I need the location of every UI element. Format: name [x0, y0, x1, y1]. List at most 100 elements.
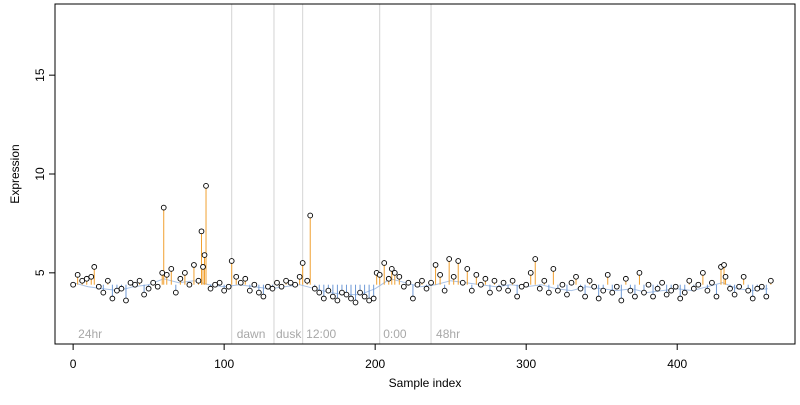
data-point	[496, 285, 502, 292]
data-point	[419, 277, 425, 284]
data-point	[274, 279, 280, 286]
data-point	[482, 275, 489, 282]
data-point	[330, 293, 336, 300]
data-point	[278, 283, 285, 290]
data-point	[123, 297, 129, 304]
data-point	[613, 283, 620, 290]
section-label-4: 0:00	[383, 327, 407, 341]
data-point	[168, 266, 175, 272]
data-point	[216, 279, 223, 286]
data-point	[265, 283, 271, 290]
data-point	[627, 287, 634, 294]
data-point	[668, 287, 675, 294]
data-point	[79, 277, 86, 284]
data-point	[366, 297, 372, 304]
data-point	[307, 212, 314, 219]
data-point	[423, 285, 430, 292]
data-point	[550, 266, 557, 272]
data-point	[325, 287, 332, 294]
data-point	[159, 269, 166, 276]
data-point	[677, 295, 684, 302]
data-point	[609, 289, 616, 296]
data-point	[586, 277, 593, 284]
data-point	[532, 256, 539, 262]
data-point	[681, 289, 688, 296]
data-point	[478, 281, 484, 288]
data-point	[260, 293, 267, 300]
data-point	[177, 275, 184, 282]
data-point	[74, 271, 81, 278]
section-label-2: dusk	[276, 327, 302, 341]
data-point	[731, 291, 738, 298]
y-tick-label: 5	[33, 269, 47, 276]
data-point	[370, 295, 377, 302]
data-point	[141, 291, 147, 298]
data-point	[618, 297, 625, 304]
data-point	[396, 273, 403, 280]
data-point	[527, 269, 534, 276]
data-point	[203, 183, 209, 189]
data-point	[432, 262, 439, 268]
data-point	[727, 285, 733, 292]
data-point	[767, 277, 774, 284]
data-point	[709, 279, 715, 286]
data-point	[428, 279, 434, 286]
data-point	[414, 281, 421, 288]
data-point	[381, 260, 388, 266]
data-point	[700, 269, 706, 276]
data-point	[182, 269, 188, 276]
data-point	[233, 273, 240, 280]
data-point	[237, 279, 244, 286]
section-label-3: 12:00	[306, 327, 336, 341]
data-point	[385, 275, 392, 282]
data-point	[536, 285, 543, 292]
data-point	[636, 269, 643, 276]
data-point	[343, 291, 350, 298]
data-point	[201, 252, 208, 258]
data-point	[491, 277, 498, 284]
data-point	[221, 287, 227, 294]
section-label-5: 48hr	[436, 327, 460, 341]
data-point	[473, 271, 480, 278]
data-point	[487, 289, 493, 296]
data-point	[763, 293, 770, 300]
data-point	[721, 262, 727, 268]
data-point	[672, 283, 679, 290]
data-point	[136, 277, 143, 284]
y-axis-label: Expression	[8, 144, 22, 203]
data-point	[207, 285, 214, 292]
data-point	[242, 275, 249, 282]
data-point	[446, 256, 453, 262]
data-point	[339, 289, 345, 296]
data-point	[659, 279, 665, 286]
data-point	[736, 283, 742, 290]
data-point	[132, 281, 138, 288]
data-point	[564, 291, 570, 298]
data-point	[568, 279, 575, 286]
data-point	[292, 281, 298, 288]
data-point	[686, 277, 693, 284]
x-tick-label: 100	[214, 357, 234, 371]
data-point	[311, 285, 318, 292]
data-point	[410, 295, 416, 302]
data-point	[663, 291, 670, 298]
data-point	[299, 260, 306, 266]
y-tick-label: 10	[33, 167, 47, 181]
data-point	[459, 279, 466, 286]
data-point	[464, 266, 471, 272]
data-point	[722, 273, 729, 280]
data-point	[195, 277, 202, 284]
data-point	[405, 279, 412, 286]
data-point	[505, 287, 511, 294]
x-tick-label: 300	[516, 357, 536, 371]
points-layer	[70, 183, 774, 306]
data-point	[316, 289, 323, 296]
section-labels: 24hr dawn dusk 12:00 0:00 48hr	[78, 327, 460, 341]
data-point	[600, 287, 607, 294]
section-label-0: 24hr	[78, 327, 102, 341]
data-point	[604, 271, 611, 278]
x-tick-label: 0	[70, 357, 77, 371]
data-point	[468, 287, 475, 294]
data-point	[514, 293, 520, 300]
